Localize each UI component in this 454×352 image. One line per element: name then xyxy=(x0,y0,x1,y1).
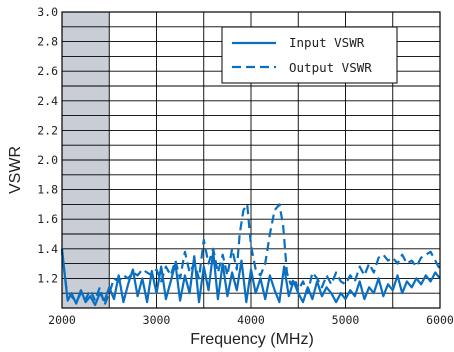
y-tick-label: 2.6 xyxy=(37,64,58,78)
x-tick-label: 5000 xyxy=(332,313,360,327)
legend-label-input: Input VSWR xyxy=(289,35,365,50)
legend-box xyxy=(221,26,398,84)
legend-label-output: Output VSWR xyxy=(289,60,372,75)
x-tick-label: 3000 xyxy=(143,313,171,327)
y-tick-label: 1.2 xyxy=(37,271,58,285)
x-axis-label: Frequency (MHz) xyxy=(190,331,314,348)
y-axis-label: VSWR xyxy=(7,146,24,194)
y-tick-label: 2.2 xyxy=(37,123,58,137)
series-line-output-vswr xyxy=(60,203,441,307)
legend: Input VSWR Output VSWR xyxy=(221,26,398,84)
y-tick-label: 2.4 xyxy=(37,94,58,108)
x-tick-label: 6000 xyxy=(426,313,454,327)
tick-label-layer: 2000 3000 4000 5000 6000 1.2 1.4 1.6 1.8 2.0 2.2 2.… xyxy=(37,5,454,327)
series-layer xyxy=(60,203,441,307)
x-tick-label: 2000 xyxy=(48,313,76,327)
plot-frame xyxy=(61,11,441,309)
y-tick-label: 2.8 xyxy=(37,35,58,49)
y-tick-label: 1.4 xyxy=(37,242,58,256)
series-line-input-vswr xyxy=(60,248,441,307)
y-tick-label: 2.0 xyxy=(37,153,58,167)
x-tick-label: 4000 xyxy=(237,313,265,327)
y-tick-label: 1.6 xyxy=(37,212,58,226)
y-tick-label: 3.0 xyxy=(37,5,58,19)
y-tick-label: 1.8 xyxy=(37,183,58,197)
